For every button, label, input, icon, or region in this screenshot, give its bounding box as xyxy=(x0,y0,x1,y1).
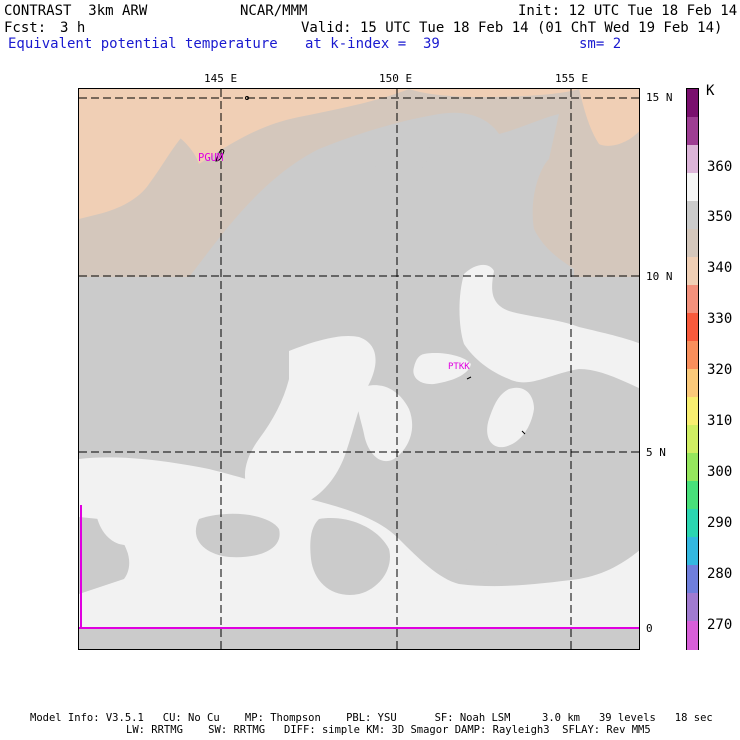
valid-time: Valid: 15 UTC Tue 18 Feb 14 (01 ChT Wed … xyxy=(301,20,723,36)
legend-tick-300: 300 xyxy=(707,464,733,480)
legend-swatch xyxy=(687,117,698,146)
legend-tick-330: 330 xyxy=(707,311,733,327)
init-time: Init: 12 UTC Tue 18 Feb 14 xyxy=(518,3,738,19)
legend-tick-360: 360 xyxy=(707,159,733,175)
legend-tick-310: 310 xyxy=(707,413,733,429)
base-patch-south-4 xyxy=(79,629,639,649)
legend-tick-280: 280 xyxy=(707,566,733,582)
base-patch-south-1 xyxy=(195,513,280,558)
light-region-east xyxy=(487,387,534,448)
station-label-ptkk: PTKK xyxy=(448,362,470,372)
light-region-ne xyxy=(459,264,639,389)
footer-model-info: Model Info: V3.5.1 CU: No Cu MP: Thompso… xyxy=(30,712,713,724)
footer-physics-info: LW: RRTMG SW: RRTMG DIFF: simple KM: 3D … xyxy=(126,724,651,736)
legend-swatch xyxy=(687,397,698,426)
forecast-hours: 3 h xyxy=(60,20,86,36)
grid-lines xyxy=(79,89,639,649)
warm-region-nw-top xyxy=(79,89,409,164)
model-title: CONTRAST 3km ARW xyxy=(4,3,148,19)
legend-unit: K xyxy=(706,83,715,99)
island-ptkk xyxy=(466,376,472,380)
legend-swatch xyxy=(687,173,698,202)
legend-swatch xyxy=(687,621,698,650)
lat-label-equator: 0 xyxy=(646,622,653,635)
organization-label: NCAR/MMM xyxy=(240,3,308,19)
legend-swatch xyxy=(687,257,698,286)
legend-swatch xyxy=(687,481,698,510)
color-legend xyxy=(686,88,699,650)
legend-swatch xyxy=(687,341,698,370)
legend-swatch xyxy=(687,425,698,454)
legend-tick-270: 270 xyxy=(707,617,733,633)
legend-swatch xyxy=(687,89,698,118)
base-patch-south-2 xyxy=(310,518,390,595)
smoothing-label: sm= 2 xyxy=(579,36,622,52)
legend-swatch xyxy=(687,453,698,482)
legend-swatch xyxy=(687,509,698,538)
lat-label-5n: 5 N xyxy=(646,446,666,459)
map-field-svg xyxy=(79,89,639,649)
light-region-sw xyxy=(95,473,183,546)
lat-label-15n: 15 N xyxy=(646,91,673,104)
forecast-label: Fcst: xyxy=(4,20,47,36)
light-region-ptkk xyxy=(413,353,471,385)
legend-tick-320: 320 xyxy=(707,362,733,378)
station-label-pgum: PGUM xyxy=(198,152,224,164)
island-guam xyxy=(215,148,225,162)
field-name: Equivalent potential temperature xyxy=(8,36,278,52)
warm-region-ne xyxy=(579,89,639,146)
legend-swatch xyxy=(687,201,698,230)
map-plot: PGUM PTKK xyxy=(78,88,640,650)
level-label: at k-index = 39 xyxy=(305,36,440,52)
legend-swatch xyxy=(687,537,698,566)
legend-swatch xyxy=(687,229,698,258)
legend-tick-340: 340 xyxy=(707,260,733,276)
legend-swatch xyxy=(687,565,698,594)
legend-swatch xyxy=(687,593,698,622)
lon-label-155: 155 E xyxy=(555,72,589,85)
legend-tick-350: 350 xyxy=(707,209,733,225)
legend-swatch xyxy=(687,369,698,398)
warm-region-top-strip xyxy=(409,89,579,97)
lat-label-10n: 10 N xyxy=(646,270,673,283)
light-region-center xyxy=(244,335,376,505)
base-region-north-2 xyxy=(375,141,431,189)
lon-label-150: 150 E xyxy=(379,72,413,85)
light-region-center-2 xyxy=(357,385,413,462)
legend-swatch xyxy=(687,313,698,342)
legend-tick-290: 290 xyxy=(707,515,733,531)
legend-swatch xyxy=(687,145,698,174)
legend-swatch xyxy=(687,285,698,314)
lon-label-145: 145 E xyxy=(204,72,238,85)
base-patch-south-3 xyxy=(455,540,510,573)
base-region-north xyxy=(189,112,574,277)
island-small xyxy=(521,430,526,435)
